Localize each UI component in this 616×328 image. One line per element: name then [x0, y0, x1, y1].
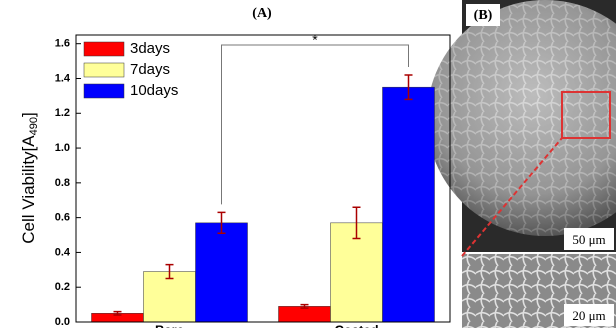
error-bar — [113, 310, 122, 316]
error-bar — [404, 74, 413, 101]
legend-swatch — [83, 62, 125, 78]
y-tick-label: 0.6 — [55, 212, 70, 224]
bar — [382, 86, 435, 323]
zoom-box — [561, 91, 611, 139]
scale-label: 20 μm — [572, 308, 605, 323]
y-label-suffix: ] — [19, 112, 38, 117]
y-tick-label: 0.4 — [55, 246, 71, 258]
legend-label: 10days — [130, 82, 178, 99]
plot-frame — [75, 34, 451, 323]
x-tick-label: Coated — [334, 322, 378, 328]
panel-label: (B) — [474, 8, 493, 23]
zoom-line — [461, 137, 563, 257]
scale-box — [564, 304, 614, 326]
legend-swatch — [83, 83, 125, 99]
bar — [330, 222, 383, 323]
bar — [143, 271, 196, 323]
y-tick-label: 1.6 — [55, 38, 70, 50]
scale-box — [564, 228, 614, 250]
y-tick-label: 0.0 — [55, 316, 70, 328]
y-tick-label: 1.2 — [55, 107, 70, 119]
legend-swatch — [83, 41, 125, 57]
y-tick-label: 0.2 — [55, 281, 70, 293]
error-bar — [352, 206, 361, 240]
legend-label: 3days — [130, 40, 170, 57]
panel-b: (B) 50 μm 20 μm — [427, 0, 616, 328]
y-label-sub: 490 — [28, 117, 40, 135]
y-axis-label: Cell Viability[A490] — [19, 112, 39, 243]
y-tick-label: 1.4 — [55, 72, 71, 84]
scale-label: 50 μm — [572, 232, 605, 247]
bar — [195, 222, 248, 323]
significance-label: * — [312, 32, 318, 48]
significance-bracket — [221, 44, 409, 205]
y-label-text: Cell Viability[A — [19, 135, 38, 244]
y-tick-label: 1.0 — [55, 142, 70, 154]
label-box — [466, 4, 500, 26]
error-bar — [217, 211, 226, 235]
x-tick-label: Bare — [155, 322, 184, 328]
chart-title: (A) — [252, 6, 272, 21]
sem-texture — [427, 0, 616, 236]
legend-label: 7days — [130, 61, 170, 78]
error-bar — [300, 303, 309, 309]
error-bar — [165, 263, 174, 280]
y-tick-label: 0.8 — [55, 177, 70, 189]
